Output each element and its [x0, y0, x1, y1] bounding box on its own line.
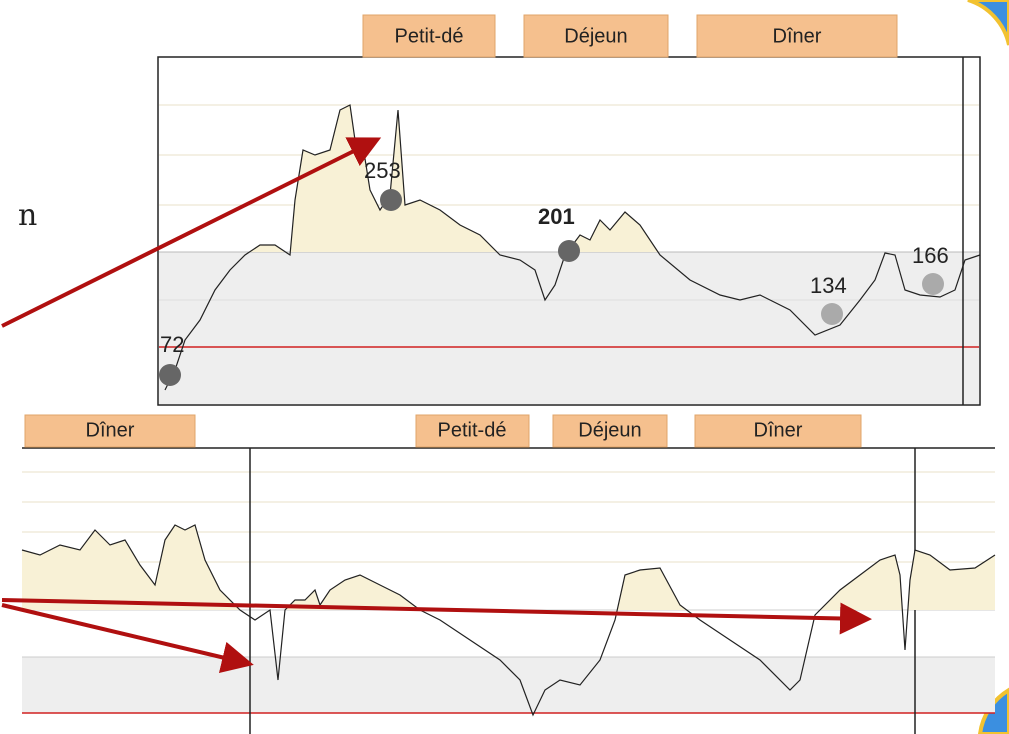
meal-tag: Dîner — [24, 414, 196, 448]
point-label: 134 — [810, 273, 847, 298]
point-dot — [922, 273, 944, 295]
meal-label: Déjeun — [578, 419, 641, 441]
meal-label: Déjeun — [564, 25, 627, 47]
target-band — [22, 657, 995, 713]
arrow — [1, 603, 254, 674]
meal-label: Dîner — [754, 419, 803, 441]
glucose-curve — [164, 104, 981, 391]
meal-tag: Déjeun — [523, 14, 669, 58]
meal-tag: Dîner — [694, 414, 862, 448]
meal-label: Dîner — [86, 419, 135, 441]
meal-label: Dîner — [773, 25, 822, 47]
point-label: 72 — [160, 332, 184, 357]
target-band — [159, 252, 979, 404]
meal-tag: Petit-dé — [415, 414, 530, 448]
arrow — [1, 598, 872, 635]
top-chart: 72 253 201 134 166 Petit-dé Déjeun Dîner — [157, 14, 981, 406]
bottom-chart: Dîner Petit-dé Déjeun Dîner — [21, 414, 996, 734]
point-dot — [558, 240, 580, 262]
meal-tag: Dîner — [696, 14, 898, 58]
point-label: 166 — [912, 243, 949, 268]
meal-label: Petit-dé — [438, 419, 507, 441]
point-label: 253 — [364, 158, 401, 183]
point-dot — [821, 303, 843, 325]
point-dot — [380, 189, 402, 211]
meal-tag: Petit-dé — [362, 14, 496, 58]
glucose-curve — [21, 524, 996, 717]
corner-decor — [967, 0, 1009, 46]
meal-label: Petit-dé — [395, 25, 464, 47]
meal-tag: Déjeun — [552, 414, 668, 448]
side-text: n — [18, 198, 37, 233]
point-dot — [159, 364, 181, 386]
point-label: 201 — [538, 204, 575, 229]
arrow — [1, 137, 382, 328]
